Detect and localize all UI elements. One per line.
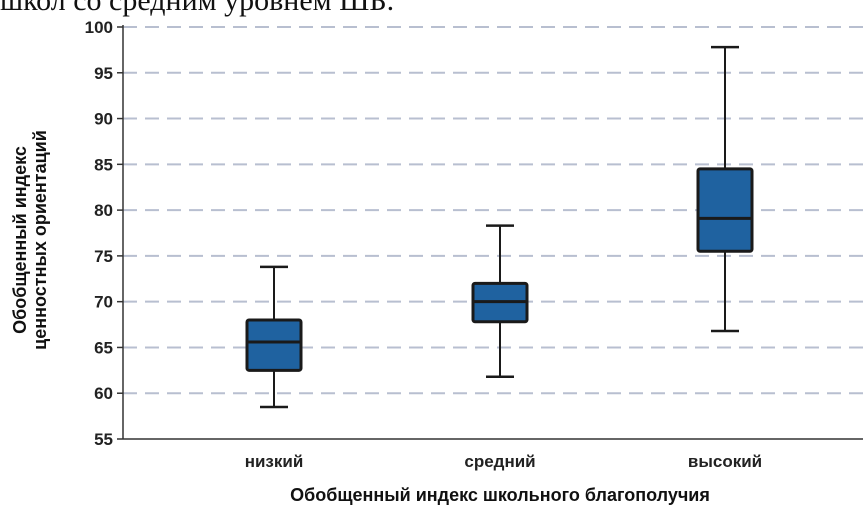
page-caption-text: школ со средним уровнем ШБ. <box>0 0 395 17</box>
y-tick-label-65: 65 <box>94 338 113 357</box>
x-category-label-3: высокий <box>688 452 762 471</box>
x-category-label-2: средний <box>464 452 535 471</box>
box-3 <box>696 45 754 333</box>
y-axis-title-line-1: Обобщенный индекс <box>10 146 30 334</box>
y-tick-label-100: 100 <box>85 18 113 37</box>
box-series <box>245 45 754 409</box>
y-tick-label-90: 90 <box>94 110 113 129</box>
box-1 <box>245 265 303 409</box>
y-tick-label-75: 75 <box>94 247 113 266</box>
iqr-box-1 <box>245 318 303 372</box>
y-axis-title-line-2: ценностных ориентаций <box>30 130 50 350</box>
y-tick-label-60: 60 <box>94 384 113 403</box>
x-category-label-1: низкий <box>245 452 304 471</box>
y-tick-label-95: 95 <box>94 64 113 83</box>
y-tick-label-55: 55 <box>94 430 113 449</box>
iqr-box-3 <box>696 167 754 253</box>
y-tick-label-70: 70 <box>94 293 113 312</box>
x-axis-title: Обобщенный индекс школьного благополучия <box>290 485 710 505</box>
box-2 <box>471 224 529 378</box>
y-tick-label-85: 85 <box>94 155 113 174</box>
x-axis: низкий средний высокий <box>123 438 863 471</box>
y-tick-label-80: 80 <box>94 201 113 220</box>
y-axis: 55 60 65 70 75 80 85 90 95 100 <box>85 18 124 449</box>
